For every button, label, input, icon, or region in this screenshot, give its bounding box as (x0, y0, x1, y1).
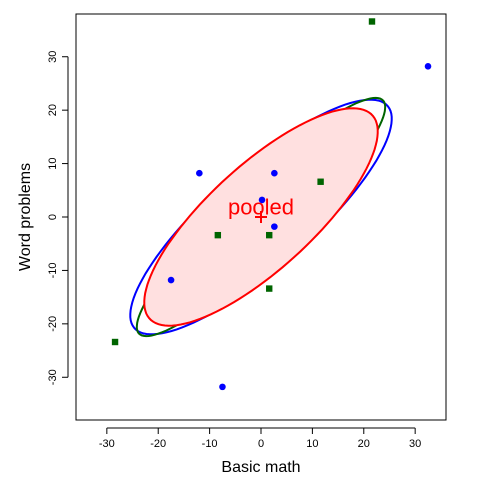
data-point (271, 169, 278, 177)
y-tick-label: -20 (47, 316, 59, 332)
x-tick-label: -10 (202, 438, 218, 450)
data-point (271, 223, 278, 230)
data-point (219, 383, 226, 391)
x-axis: -30 -20 -10 0 10 20 30 (99, 427, 421, 450)
y-tick-label: -10 (47, 262, 59, 278)
data-point (266, 285, 273, 292)
y-axis: -30 -20 -10 0 10 20 30 (47, 51, 69, 385)
y-tick-label: 20 (47, 104, 59, 116)
point-layer (111, 18, 432, 391)
y-tick-label: 10 (47, 157, 59, 169)
data-point (167, 276, 175, 284)
y-tick-label: 0 (47, 214, 59, 220)
x-tick-label: 20 (358, 438, 370, 450)
pooled-label: pooled (228, 194, 294, 219)
x-tick-label: 0 (258, 438, 264, 450)
y-tick-label: -30 (47, 369, 59, 385)
data-point (266, 231, 273, 239)
y-axis-title: Word problems (17, 163, 34, 271)
data-point (424, 63, 432, 70)
plot-frame (75, 13, 447, 421)
data-point (368, 18, 376, 25)
data-point (317, 178, 324, 185)
x-axis-title: Basic math (221, 459, 300, 476)
x-tick-label: -30 (99, 438, 115, 450)
data-point (214, 231, 222, 239)
annotation-layer: pooled (228, 194, 294, 223)
y-tick-label: 30 (47, 51, 59, 63)
x-tick-label: -20 (150, 438, 166, 450)
x-tick-label: 30 (409, 438, 421, 450)
x-tick-label: 10 (306, 438, 318, 450)
data-point (258, 196, 266, 204)
data-point (196, 169, 203, 177)
data-point (111, 338, 119, 346)
